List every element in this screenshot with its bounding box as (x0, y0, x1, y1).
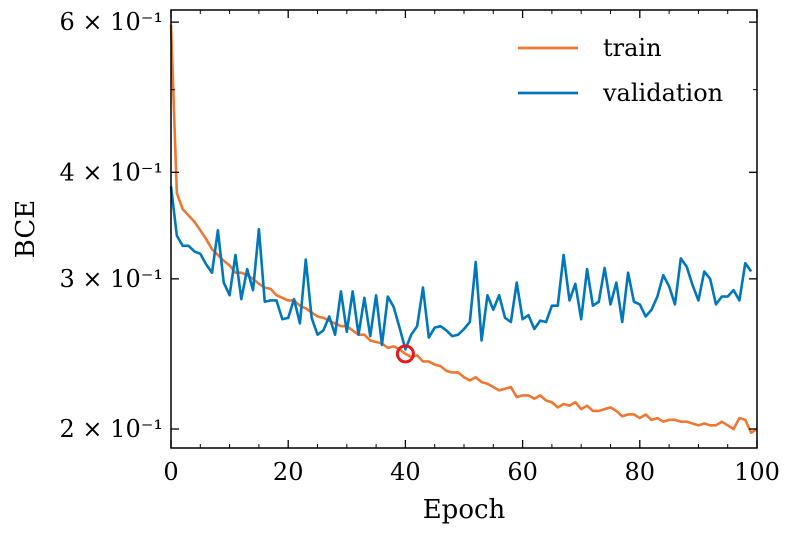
x-tick-label: 80 (625, 458, 656, 486)
y-tick-label: 4 × 10⁻¹ (60, 158, 163, 186)
legend-label-train: train (603, 34, 662, 62)
y-tick-label: 6 × 10⁻¹ (60, 8, 163, 36)
x-tick-label: 0 (163, 458, 178, 486)
plot-frame (170, 9, 758, 449)
y-axis-label: BCE (11, 200, 41, 258)
series-line-train (169, 24, 758, 435)
ticks-layer: 0 20 40 60 80 100 2 × 10⁻¹ 3 × 10⁻¹ 4 × 10⁻¹ 6 × … (60, 8, 780, 486)
series-line-validation (169, 186, 753, 351)
x-tick-label: 100 (734, 458, 780, 486)
legend: train validation (518, 34, 723, 107)
legend-label-validation: validation (602, 79, 723, 107)
x-tick-label: 20 (273, 458, 304, 486)
x-tick-label: 60 (507, 458, 538, 486)
y-tick-label: 2 × 10⁻¹ (60, 415, 163, 443)
x-axis-label: Epoch (423, 495, 506, 525)
x-tick-label: 40 (390, 458, 421, 486)
y-tick-label: 3 × 10⁻¹ (60, 265, 163, 293)
plot-area (169, 24, 758, 435)
best-epoch-marker (395, 344, 415, 364)
series-layer (169, 24, 758, 435)
